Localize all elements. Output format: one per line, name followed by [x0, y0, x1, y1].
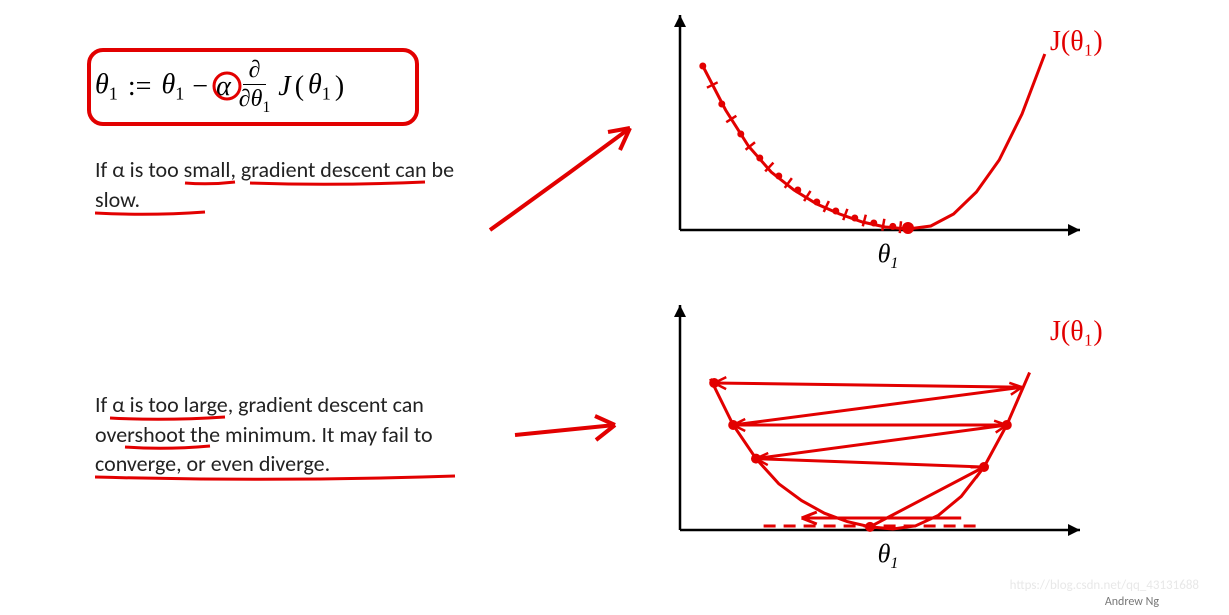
- descent-point: [851, 215, 858, 222]
- underlines-small: [95, 150, 495, 230]
- minimum-point: [902, 222, 914, 234]
- formula-red-box: [83, 44, 428, 134]
- chart-bottom-large-alpha: θ1 J(θ₁): [640, 300, 1120, 580]
- overshoot-path: [714, 383, 1022, 527]
- descent-point: [718, 101, 725, 108]
- watermark-text: https://blog.csdn.net/qq_43131688: [1010, 578, 1199, 593]
- alpha-circle: [210, 69, 244, 103]
- y-label-hand: J(θ₁): [1050, 26, 1103, 57]
- cost-curve: [710, 373, 1029, 529]
- x-axis-label: θ1: [878, 539, 899, 572]
- overshoot-point: [1002, 420, 1012, 430]
- descent-point: [775, 173, 782, 180]
- overshoot-point: [979, 462, 989, 472]
- descent-point: [794, 187, 801, 194]
- descent-point: [813, 199, 820, 206]
- overshoot-point: [728, 420, 738, 430]
- x-axis-label: θ1: [878, 239, 899, 272]
- descent-point: [889, 223, 896, 230]
- underlines-large: [95, 385, 515, 505]
- formula-box: θ1 := θ1 − α ∂ ∂θ1 J ( θ1 ): [95, 58, 344, 115]
- credit-text: Andrew Ng: [1105, 595, 1159, 609]
- descent-point: [699, 63, 706, 70]
- arrow-to-top-chart: [480, 110, 660, 240]
- descent-point: [832, 208, 839, 215]
- descent-point: [756, 155, 763, 162]
- descent-point: [737, 131, 744, 138]
- descent-point: [870, 220, 877, 227]
- overshoot-point: [751, 454, 761, 464]
- y-label-hand: J(θ₁): [1050, 316, 1103, 347]
- overshoot-point: [709, 378, 719, 388]
- arrow-to-bottom-chart: [510, 410, 640, 460]
- chart-top-small-alpha: θ1 J(θ₁): [640, 10, 1120, 280]
